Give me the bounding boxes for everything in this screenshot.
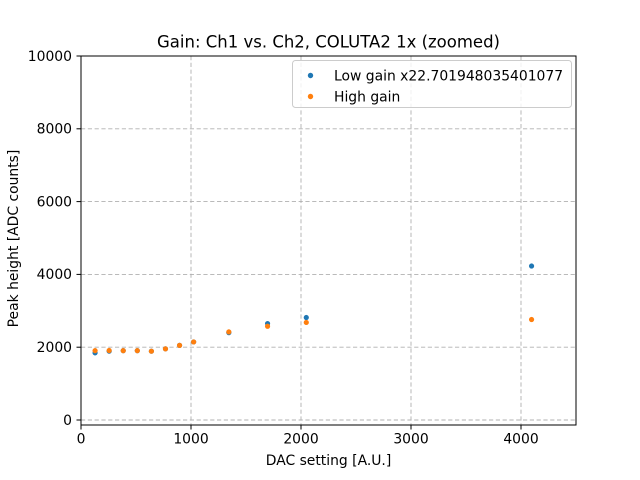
data-point-high-gain	[528, 316, 535, 323]
data-point-low-gain	[303, 314, 309, 321]
legend: Low gain x22.701948035401077 High gain	[292, 60, 572, 108]
legend-label-high-gain: High gain	[334, 90, 400, 106]
y-tick-label: 10000	[28, 49, 72, 65]
data-point-high-gain	[176, 342, 183, 348]
plot-area-border	[80, 55, 577, 426]
data-point-high-gain	[120, 348, 126, 354]
x-tick-label: 3000	[393, 432, 428, 448]
data-point-high-gain	[162, 346, 169, 352]
data-point-high-gain	[264, 323, 271, 329]
data-point-high-gain	[191, 339, 197, 345]
data-point-high-gain	[303, 319, 309, 326]
data-point-high-gain	[106, 347, 112, 354]
data-point-low-gain	[528, 263, 535, 269]
x-tick-label: 2000	[283, 432, 318, 448]
y-tick-label: 0	[63, 413, 72, 429]
chart-title: Gain: Ch1 vs. Ch2, COLUTA2 1x (zoomed)	[157, 33, 500, 52]
data-point-high-gain	[92, 348, 98, 354]
legend-marker-low-gain	[307, 72, 314, 79]
y-tick-label: 6000	[37, 194, 72, 210]
x-axis-label: DAC setting [A.U.]	[266, 453, 392, 469]
y-tick-label: 8000	[37, 122, 72, 138]
y-axis-label: Peak height [ADC counts]	[6, 150, 22, 328]
tick-layer: 0 1000 2000 3000 4000 0 2000 4000 6000 8000 10000	[28, 49, 539, 448]
data-point-high-gain	[226, 329, 232, 335]
y-tick-label: 2000	[37, 340, 72, 356]
data-point-high-gain	[134, 348, 140, 354]
y-tick-label: 4000	[37, 267, 72, 283]
series-layer	[92, 263, 535, 356]
x-tick-label: 1000	[173, 432, 208, 448]
data-point-high-gain	[148, 348, 154, 354]
legend-label-low-gain: Low gain x22.701948035401077	[334, 69, 563, 85]
x-tick-label: 4000	[503, 432, 538, 448]
x-tick-label: 0	[77, 432, 86, 448]
legend-marker-high-gain	[307, 93, 314, 100]
legend-box	[292, 60, 572, 108]
